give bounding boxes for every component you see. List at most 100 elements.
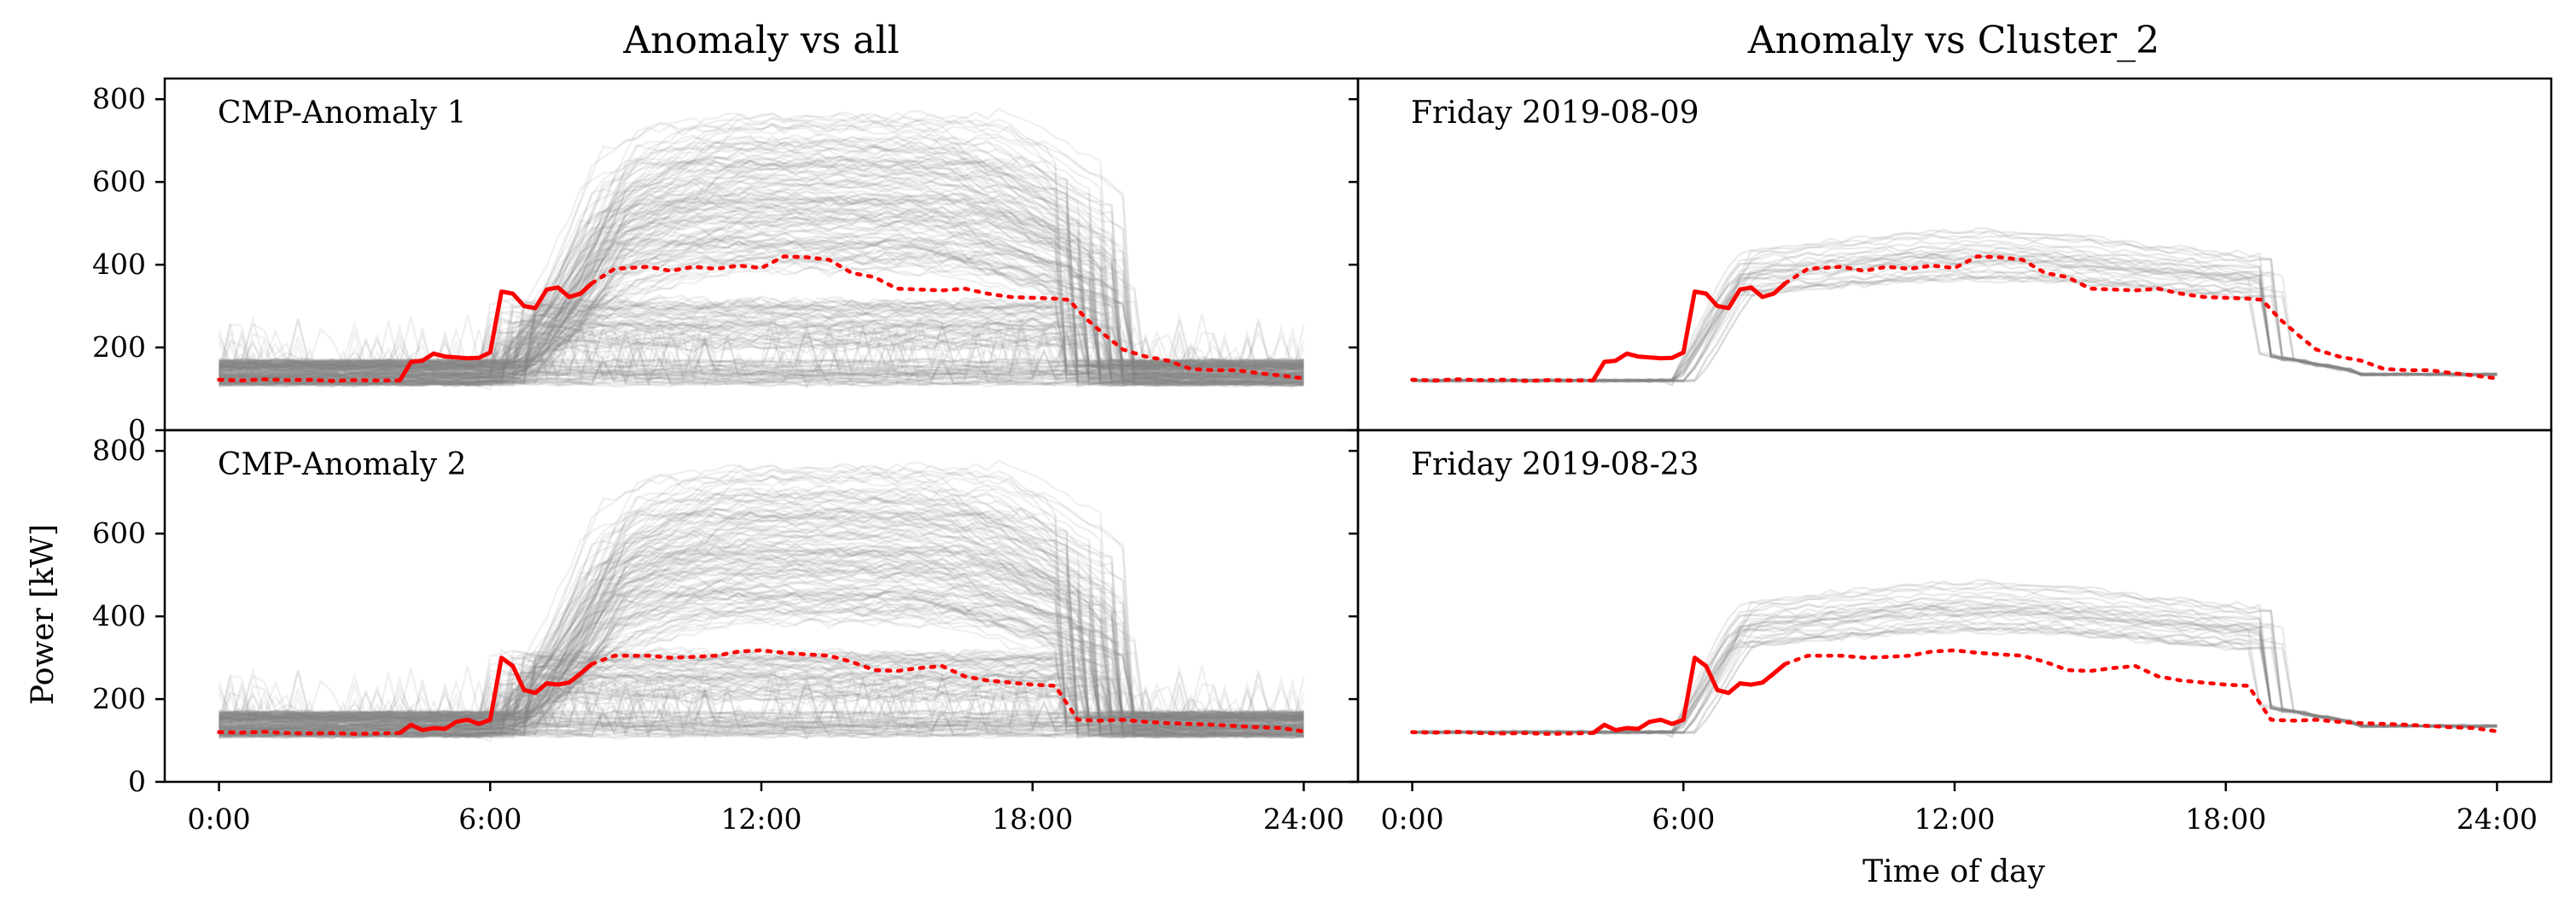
background-profile-line (219, 661, 1304, 722)
background-profile-line (219, 591, 1304, 720)
background-profile-line (219, 319, 1304, 368)
background-profile-line (219, 654, 1304, 724)
background-profile-line (219, 656, 1304, 740)
background-profile-line (219, 294, 1304, 370)
background-profile-line (219, 606, 1304, 733)
background-profile-line (219, 516, 1304, 731)
background-profile-line (219, 200, 1304, 364)
background-profile-line (219, 317, 1304, 364)
background-profile-line (219, 107, 1304, 364)
background-profile-line (219, 303, 1304, 371)
series-line-solid (398, 282, 594, 382)
background-profile-line (219, 586, 1304, 722)
background-profile-line (219, 490, 1304, 720)
background-profile-line (219, 526, 1304, 719)
background-profile-line (219, 302, 1304, 372)
background-profile-line (219, 567, 1304, 718)
background-profile-line (219, 486, 1304, 718)
background-profile-line (219, 309, 1304, 370)
series-line-dotted (217, 730, 402, 737)
background-profile-line (219, 319, 1304, 387)
background-profile-line (219, 664, 1304, 733)
background-profile-line (219, 329, 1304, 378)
background-profile-line (219, 215, 1304, 366)
background-profile-line (219, 691, 1304, 735)
background-profile-line (219, 475, 1304, 728)
background-profile-line (219, 587, 1304, 728)
anomaly-series (217, 648, 1306, 737)
background-profile-line (219, 673, 1304, 722)
background-profile-line (219, 216, 1304, 370)
background-profile-line (219, 532, 1304, 731)
background-profile-line (219, 252, 1304, 374)
anomaly-series (1410, 254, 2499, 383)
background-profile-line (219, 320, 1304, 366)
background-profile-line (219, 193, 1304, 388)
background-profile-line (219, 192, 1304, 371)
background-profile-line (219, 215, 1304, 381)
background-profile-line (219, 253, 1304, 378)
background-profile-line (219, 294, 1304, 370)
background-profile-line (219, 548, 1304, 730)
series-line-dotted (590, 648, 1306, 734)
background-profile-line (219, 302, 1304, 372)
background-profile-line (219, 305, 1304, 388)
background-profile-line (219, 484, 1304, 727)
background-profile-line (219, 235, 1304, 369)
background-profile-line (219, 241, 1304, 381)
background-profile-line (219, 690, 1305, 740)
background-profile-line (219, 681, 1304, 731)
background-profile-line (219, 197, 1304, 374)
background-profile-line (219, 551, 1304, 730)
background-profile-line (219, 205, 1304, 376)
background-profile-line (219, 667, 1304, 728)
background-profile-line (219, 323, 1304, 369)
background-profile-line (219, 527, 1304, 719)
background-profile-line (219, 160, 1304, 386)
background-profile-line (219, 675, 1304, 727)
background-profile-line (219, 677, 1304, 731)
panel-annotation: Friday 2019-08-23 (1411, 447, 1699, 482)
background-profile-line (219, 557, 1304, 731)
y-tick-label: 800 (92, 434, 146, 467)
background-profile-line (219, 176, 1304, 388)
x-tick-label: 24:00 (2457, 802, 2538, 836)
background-profile-line (219, 650, 1304, 719)
background-profile-line (219, 675, 1304, 720)
background-profile-line (219, 686, 1304, 719)
background-profile-line (219, 561, 1304, 719)
background-profile-line (219, 648, 1304, 718)
background-profile-line (219, 234, 1304, 388)
background-profile-line (219, 685, 1304, 732)
background-profile-line (219, 316, 1304, 370)
background-profile-line (219, 236, 1304, 376)
background-profile-line (219, 670, 1304, 722)
background-profile-line (219, 659, 1304, 740)
x-axis-label: Time of day (1862, 854, 2045, 889)
x-tick-label: 18:00 (2185, 802, 2266, 836)
background-profile-line (219, 471, 1304, 740)
background-profile-line (219, 238, 1304, 388)
background-profile-line (219, 197, 1304, 369)
background-profile-line (219, 476, 1304, 717)
background-profile-line (219, 158, 1304, 374)
background-profile-line (219, 294, 1304, 368)
panel-bottom-left: 0 200 400 600 800 0:00 6:00 12:00 18:00 24:00 CMP… (92, 428, 1360, 836)
background-profile-line (219, 196, 1304, 378)
y-tick-label: 800 (92, 82, 146, 115)
background-profile-line (219, 196, 1304, 368)
background-profile-line (219, 209, 1304, 367)
background-profile-line (219, 675, 1304, 731)
background-profile-line (219, 152, 1304, 375)
y-tick-label: 600 (92, 165, 146, 198)
background-profile-line (219, 617, 1304, 730)
background-profile-line (219, 302, 1304, 369)
background-profile-line (219, 324, 1304, 373)
background-profile-line (219, 248, 1304, 381)
background-profile-line (219, 239, 1304, 373)
background-profile-line (219, 335, 1304, 378)
background-profile-line (219, 140, 1304, 365)
background-profile-line (219, 560, 1304, 726)
series-line-dotted (1410, 730, 1595, 737)
background-profile-line (219, 247, 1304, 366)
